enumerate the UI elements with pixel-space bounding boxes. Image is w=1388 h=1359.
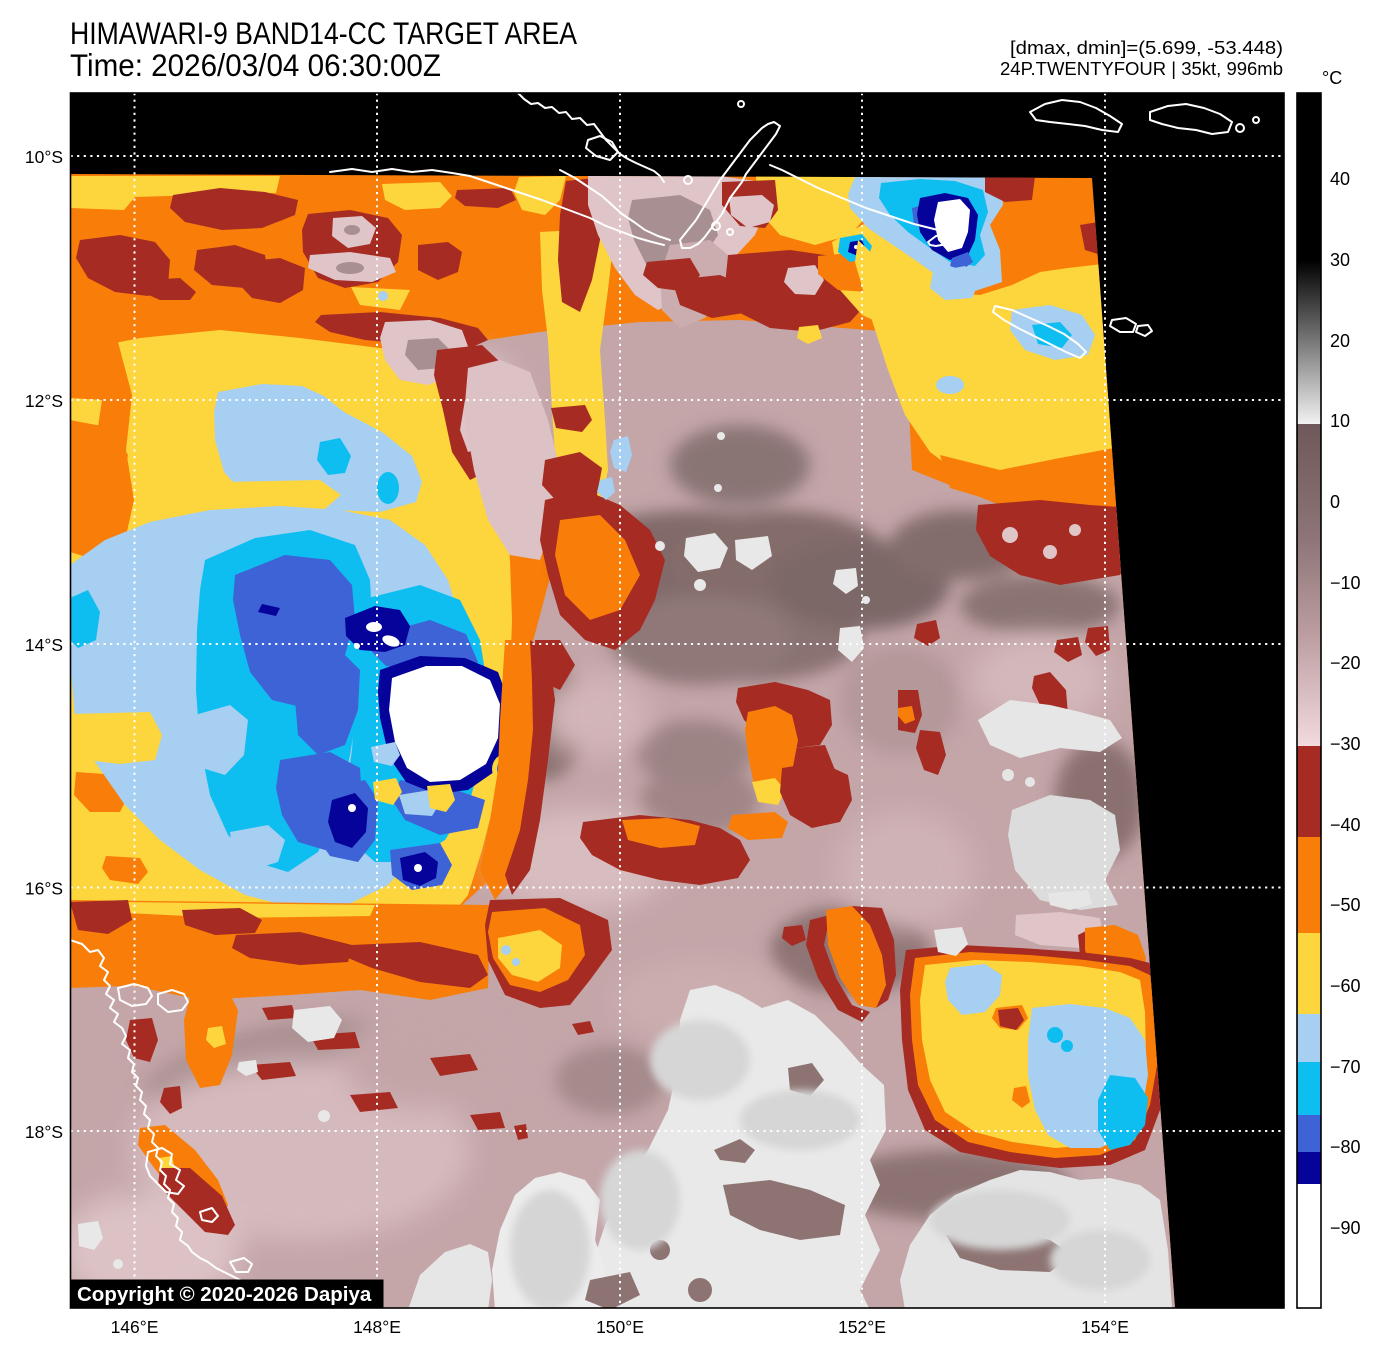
svg-text:−70: −70: [1330, 1057, 1361, 1077]
svg-text:150°E: 150°E: [596, 1317, 644, 1337]
svg-text:−10: −10: [1330, 573, 1361, 593]
svg-text:148°E: 148°E: [353, 1317, 401, 1337]
svg-text:40: 40: [1330, 169, 1350, 189]
svg-text:[dmax, dmin]=(5.699, -53.448): [dmax, dmin]=(5.699, -53.448): [1010, 38, 1283, 58]
svg-text:−40: −40: [1330, 815, 1361, 835]
svg-text:154°E: 154°E: [1081, 1317, 1129, 1337]
svg-text:Copyright © 2020-2026 Dapiya: Copyright © 2020-2026 Dapiya: [77, 1283, 372, 1306]
svg-text:12°S: 12°S: [25, 391, 63, 411]
svg-text:−90: −90: [1330, 1218, 1361, 1238]
svg-text:16°S: 16°S: [25, 879, 63, 899]
svg-text:HIMAWARI-9 BAND14-CC TARGET AR: HIMAWARI-9 BAND14-CC TARGET AREA: [70, 15, 577, 51]
svg-text:18°S: 18°S: [25, 1122, 63, 1142]
svg-text:−20: −20: [1330, 653, 1361, 673]
svg-text:°C: °C: [1322, 68, 1342, 88]
svg-text:−50: −50: [1330, 895, 1361, 915]
svg-text:20: 20: [1330, 331, 1350, 351]
svg-text:−30: −30: [1330, 734, 1361, 754]
svg-text:Time: 2026/03/04 06:30:00Z: Time: 2026/03/04 06:30:00Z: [70, 47, 441, 83]
svg-text:30: 30: [1330, 250, 1350, 270]
svg-text:24P.TWENTYFOUR | 35kt, 996mb: 24P.TWENTYFOUR | 35kt, 996mb: [1000, 59, 1283, 79]
svg-text:10°S: 10°S: [25, 147, 63, 167]
svg-text:0: 0: [1330, 492, 1340, 512]
svg-text:−80: −80: [1330, 1137, 1361, 1157]
svg-text:146°E: 146°E: [111, 1317, 159, 1337]
svg-text:14°S: 14°S: [25, 635, 63, 655]
svg-text:−60: −60: [1330, 976, 1361, 996]
svg-text:152°E: 152°E: [838, 1317, 886, 1337]
svg-text:10: 10: [1330, 411, 1350, 431]
